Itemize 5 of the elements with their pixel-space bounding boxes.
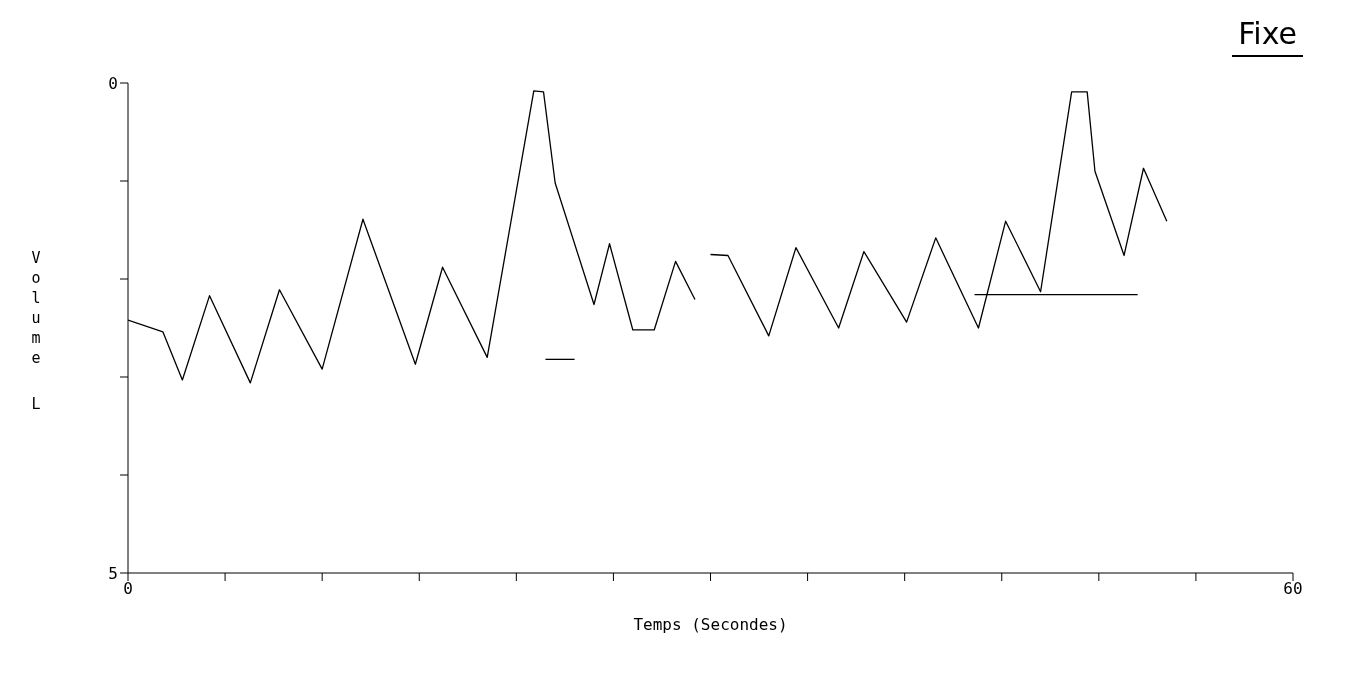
text: Volume L — [31, 249, 41, 413]
x-axis-title: Temps (Secondes) — [633, 615, 788, 634]
x-tick-label: 60 — [1283, 579, 1303, 599]
y-tick-label: 5 — [108, 563, 118, 583]
chart-title: Fixe — [1232, 16, 1303, 57]
